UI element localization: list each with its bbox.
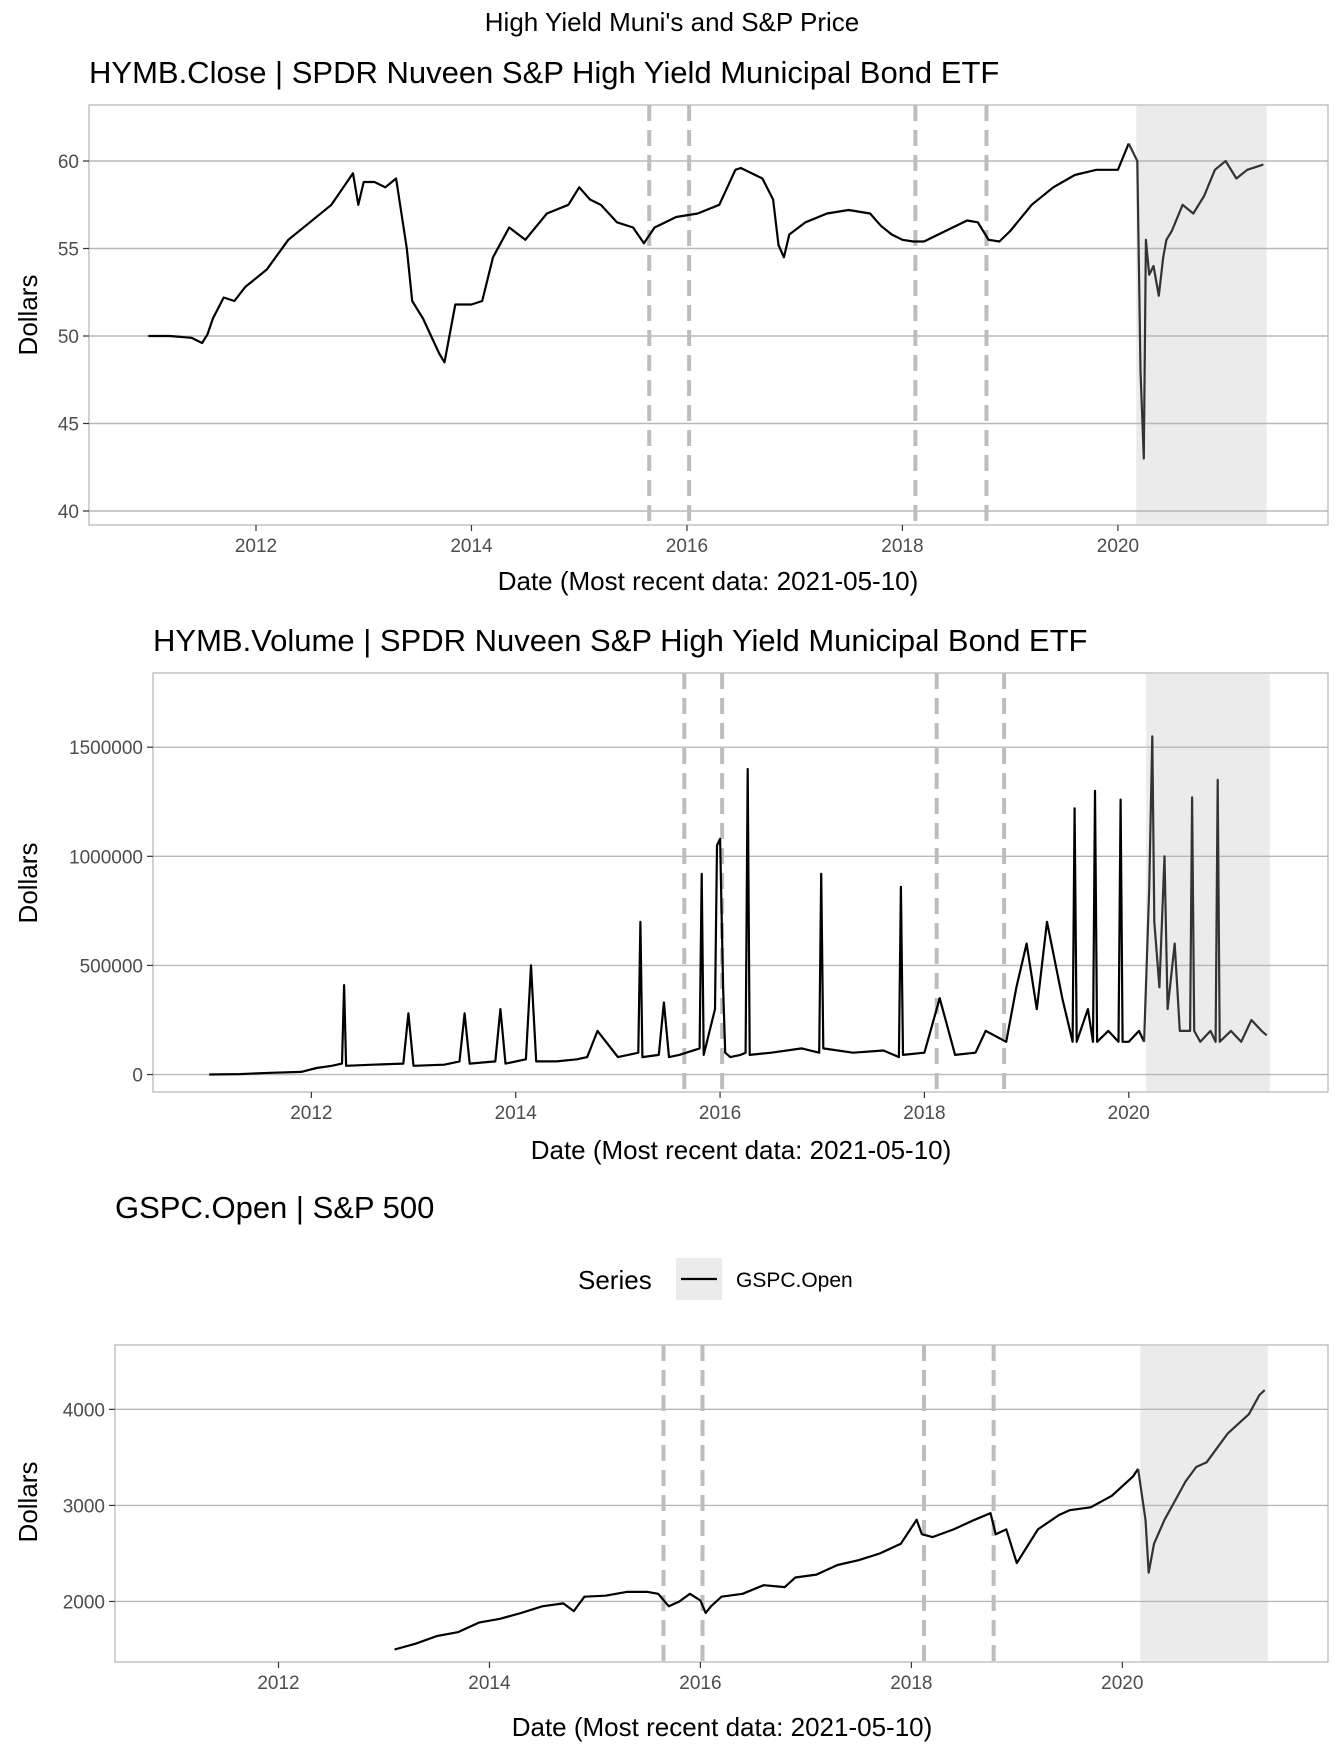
gspc-panel-title: GSPC.Open | S&P 500 [115,1190,434,1225]
volume-series-line-recent [1143,735,1268,1043]
gspc-series-line-recent [1137,1389,1266,1574]
volume-x-tick-label: 2020 [1108,1103,1150,1124]
gspc-panel: GSPC.Open | S&P 500 Series GSPC.Open Dol… [13,1190,1329,1742]
close-recession-shade [1136,106,1267,524]
gspc-plot-area: 2000 3000 4000 2012 2014 2016 2018 2020 [63,1344,1329,1694]
close-y-tick-label: 50 [58,327,79,348]
volume-x-tick-label: 2018 [903,1103,945,1124]
close-panel-title: HYMB.Close | SPDR Nuveen S&P High Yield … [89,55,999,90]
close-series-line-recent [1127,143,1264,460]
volume-y-tick-label: 0 [132,1066,143,1087]
close-series-line [148,143,1130,364]
close-x-tick-label: 2012 [235,536,277,557]
legend: Series GSPC.Open [578,1258,853,1300]
figure-title: High Yield Muni's and S&P Price [485,7,859,37]
volume-plot-area: 0 500000 1000000 1500000 2012 2014 2016 2018 202… [69,672,1329,1124]
gspc-series-line [394,1468,1140,1651]
volume-panel: HYMB.Volume | SPDR Nuveen S&P High Yield… [13,623,1329,1165]
volume-y-axis-title: Dollars [13,843,43,924]
volume-x-axis-title: Date (Most recent data: 2021-05-10) [531,1135,952,1165]
close-x-axis-title: Date (Most recent data: 2021-05-10) [498,566,919,596]
gspc-x-tick-label: 2016 [679,1673,721,1694]
gspc-y-tick-label: 2000 [63,1592,105,1613]
legend-entry-label: GSPC.Open [736,1269,853,1292]
close-x-tick-label: 2016 [666,536,708,557]
volume-x-tick-label: 2012 [290,1103,332,1124]
gspc-y-tick-label: 3000 [63,1496,105,1517]
gspc-y-axis-title: Dollars [13,1462,43,1543]
close-plot-frame [88,104,1329,526]
volume-x-tick-label: 2014 [495,1103,538,1124]
close-y-tick-label: 60 [58,152,79,173]
volume-y-tick-label: 1500000 [69,738,143,759]
close-y-tick-label: 40 [58,502,79,523]
close-x-tick-label: 2018 [881,536,923,557]
gspc-x-tick-label: 2014 [468,1673,511,1694]
volume-panel-title: HYMB.Volume | SPDR Nuveen S&P High Yield… [153,623,1087,658]
gspc-x-axis-title: Date (Most recent data: 2021-05-10) [512,1712,933,1742]
gspc-x-tick-label: 2012 [257,1673,299,1694]
gspc-x-tick-label: 2020 [1101,1673,1143,1694]
volume-x-tick-label: 2016 [699,1103,741,1124]
gspc-plot-frame [114,1344,1329,1663]
close-y-axis-title: Dollars [13,275,43,356]
close-panel: HYMB.Close | SPDR Nuveen S&P High Yield … [13,55,1329,596]
close-plot-area: 40 45 50 55 60 2012 2014 2016 2018 2020 [58,104,1329,557]
volume-y-tick-label: 1000000 [69,847,143,868]
volume-recession-shade [1146,674,1270,1091]
legend-title: Series [578,1265,652,1295]
gspc-recession-shade [1140,1346,1268,1661]
gspc-x-tick-label: 2018 [890,1673,932,1694]
close-y-tick-label: 45 [58,415,79,436]
gspc-y-tick-label: 4000 [63,1400,105,1421]
close-x-tick-label: 2014 [450,536,493,557]
close-y-tick-label: 55 [58,240,79,261]
close-x-tick-label: 2020 [1097,536,1139,557]
volume-y-tick-label: 500000 [80,956,143,977]
volume-series-line [209,767,1146,1076]
volume-plot-frame [152,672,1329,1093]
